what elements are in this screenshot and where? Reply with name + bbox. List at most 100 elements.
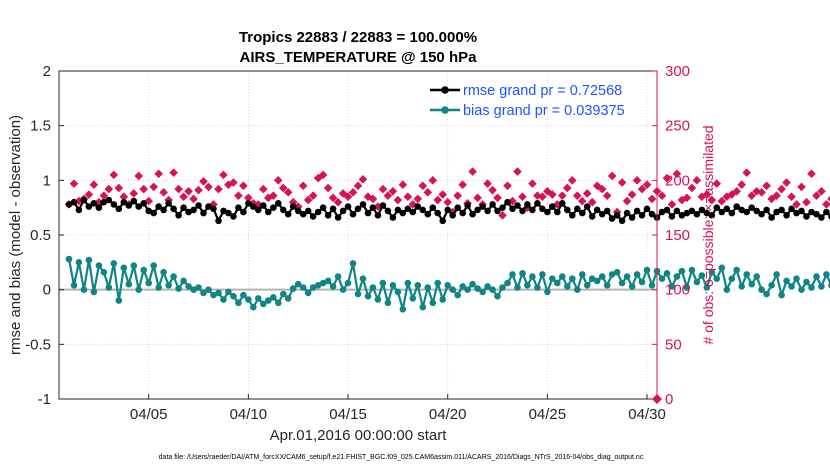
- bias-point: [598, 273, 606, 280]
- bias-point: [663, 270, 671, 277]
- y-right-tick-label: 200: [665, 172, 690, 189]
- obs-count-point: [777, 184, 786, 194]
- bias-point: [115, 297, 123, 304]
- bias-point: [733, 266, 740, 274]
- rmse-point: [324, 212, 332, 219]
- obs-count-point: [278, 183, 288, 193]
- obs-count-point: [488, 185, 497, 195]
- y-right-tick-label: 0: [665, 391, 673, 408]
- bias-point: [613, 268, 621, 276]
- bias-point: [564, 283, 571, 290]
- obs-count-point: [214, 184, 223, 194]
- x-tick-label: 04/30: [628, 406, 666, 423]
- rmse-point: [564, 206, 571, 214]
- bias-point: [150, 262, 157, 269]
- bias-point: [708, 268, 716, 276]
- obs-count-point: [84, 190, 94, 199]
- obs-count-point: [189, 194, 198, 204]
- obs-count-point: [672, 169, 682, 179]
- obs-count-point: [742, 168, 751, 177]
- rmse-point: [250, 203, 257, 210]
- y-right-tick-label: 150: [665, 227, 690, 244]
- rmse-point: [454, 204, 462, 211]
- y-right-tick-label: 50: [665, 336, 682, 353]
- bias-point: [414, 282, 422, 289]
- bias-point: [773, 271, 780, 278]
- rmse-point: [559, 200, 566, 207]
- bias-point: [793, 275, 800, 283]
- obs-count-point: [273, 176, 283, 185]
- rmse-point: [294, 207, 302, 215]
- rmse-point: [289, 203, 297, 210]
- obs-count-point: [548, 190, 557, 199]
- obs-count-point: [802, 197, 811, 207]
- rmse-point: [140, 200, 147, 207]
- rmse-point: [633, 207, 641, 215]
- bias-point: [683, 284, 691, 291]
- obs-count-point: [662, 173, 672, 183]
- obs-count-point: [513, 167, 522, 176]
- obs-count-point: [717, 196, 727, 206]
- obs-count-point: [333, 197, 343, 207]
- rmse-point: [549, 203, 556, 210]
- rmse-point: [210, 205, 217, 213]
- y-axis-label: rmse and bias (model - observation): [7, 115, 24, 355]
- obs-count-point: [528, 179, 537, 188]
- bias-point: [334, 273, 342, 280]
- bias-point: [788, 283, 795, 290]
- obs-count-point: [393, 195, 403, 205]
- obs-count-point: [348, 188, 358, 197]
- obs-count-point: [383, 191, 393, 200]
- y-tick-label: -1: [38, 391, 51, 408]
- obs-count-point: [727, 190, 737, 199]
- bias-point: [823, 271, 830, 278]
- rmse-point: [270, 204, 277, 211]
- rmse-point: [598, 210, 606, 218]
- rmse-point: [783, 212, 790, 219]
- bias-point: [539, 271, 546, 278]
- bias-point: [235, 299, 242, 307]
- rmse-point: [484, 207, 491, 215]
- bias-point: [623, 273, 631, 280]
- bias-point: [145, 279, 152, 287]
- rmse-point: [389, 214, 397, 221]
- rmse-point: [110, 201, 118, 208]
- rmse-point: [439, 217, 447, 225]
- bias-point: [369, 284, 377, 291]
- obs-count-point: [747, 191, 756, 200]
- rmse-point: [658, 208, 666, 216]
- bias-point: [250, 303, 257, 311]
- bias-point: [404, 279, 412, 287]
- rmse-point: [698, 206, 706, 214]
- bias-point: [155, 284, 162, 291]
- rmse-point: [180, 204, 187, 211]
- rmse-point: [693, 210, 701, 218]
- bias-point: [509, 271, 516, 278]
- bias-point: [140, 266, 147, 274]
- obs-count-point: [732, 186, 742, 196]
- bias-point: [449, 286, 457, 294]
- bias-point: [723, 286, 731, 294]
- obs-count-point: [458, 180, 467, 190]
- obs-count-point: [597, 184, 607, 194]
- bias-point: [429, 299, 437, 307]
- y-axis-right-ticks: 0 50 100 150 200 250 300: [652, 63, 690, 408]
- bias-point: [439, 296, 447, 303]
- rmse-point: [314, 208, 322, 216]
- bias-point: [65, 255, 73, 263]
- rmse-point: [85, 203, 93, 210]
- rmse-point: [708, 212, 716, 219]
- chart-title: Tropics 22883 / 22883 = 100.000%: [239, 29, 477, 46]
- rmse-point: [70, 198, 78, 206]
- bias-point: [494, 292, 501, 300]
- rmse-point: [399, 209, 407, 217]
- bias-point: [444, 282, 452, 289]
- bias-point: [668, 283, 676, 290]
- obs-count-point: [338, 189, 348, 198]
- obs-count-point: [617, 178, 627, 187]
- rmse-point: [155, 203, 162, 210]
- obs-count-point: [288, 197, 298, 207]
- bias-point: [130, 262, 138, 269]
- rmse-point: [449, 212, 457, 219]
- rmse-point: [225, 209, 232, 217]
